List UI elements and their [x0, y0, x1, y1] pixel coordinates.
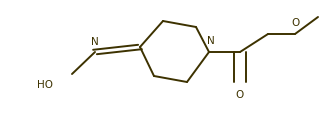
Text: O: O — [236, 89, 244, 99]
Text: HO: HO — [37, 79, 53, 89]
Text: N: N — [207, 36, 214, 46]
Text: N: N — [91, 37, 99, 47]
Text: O: O — [291, 18, 299, 28]
